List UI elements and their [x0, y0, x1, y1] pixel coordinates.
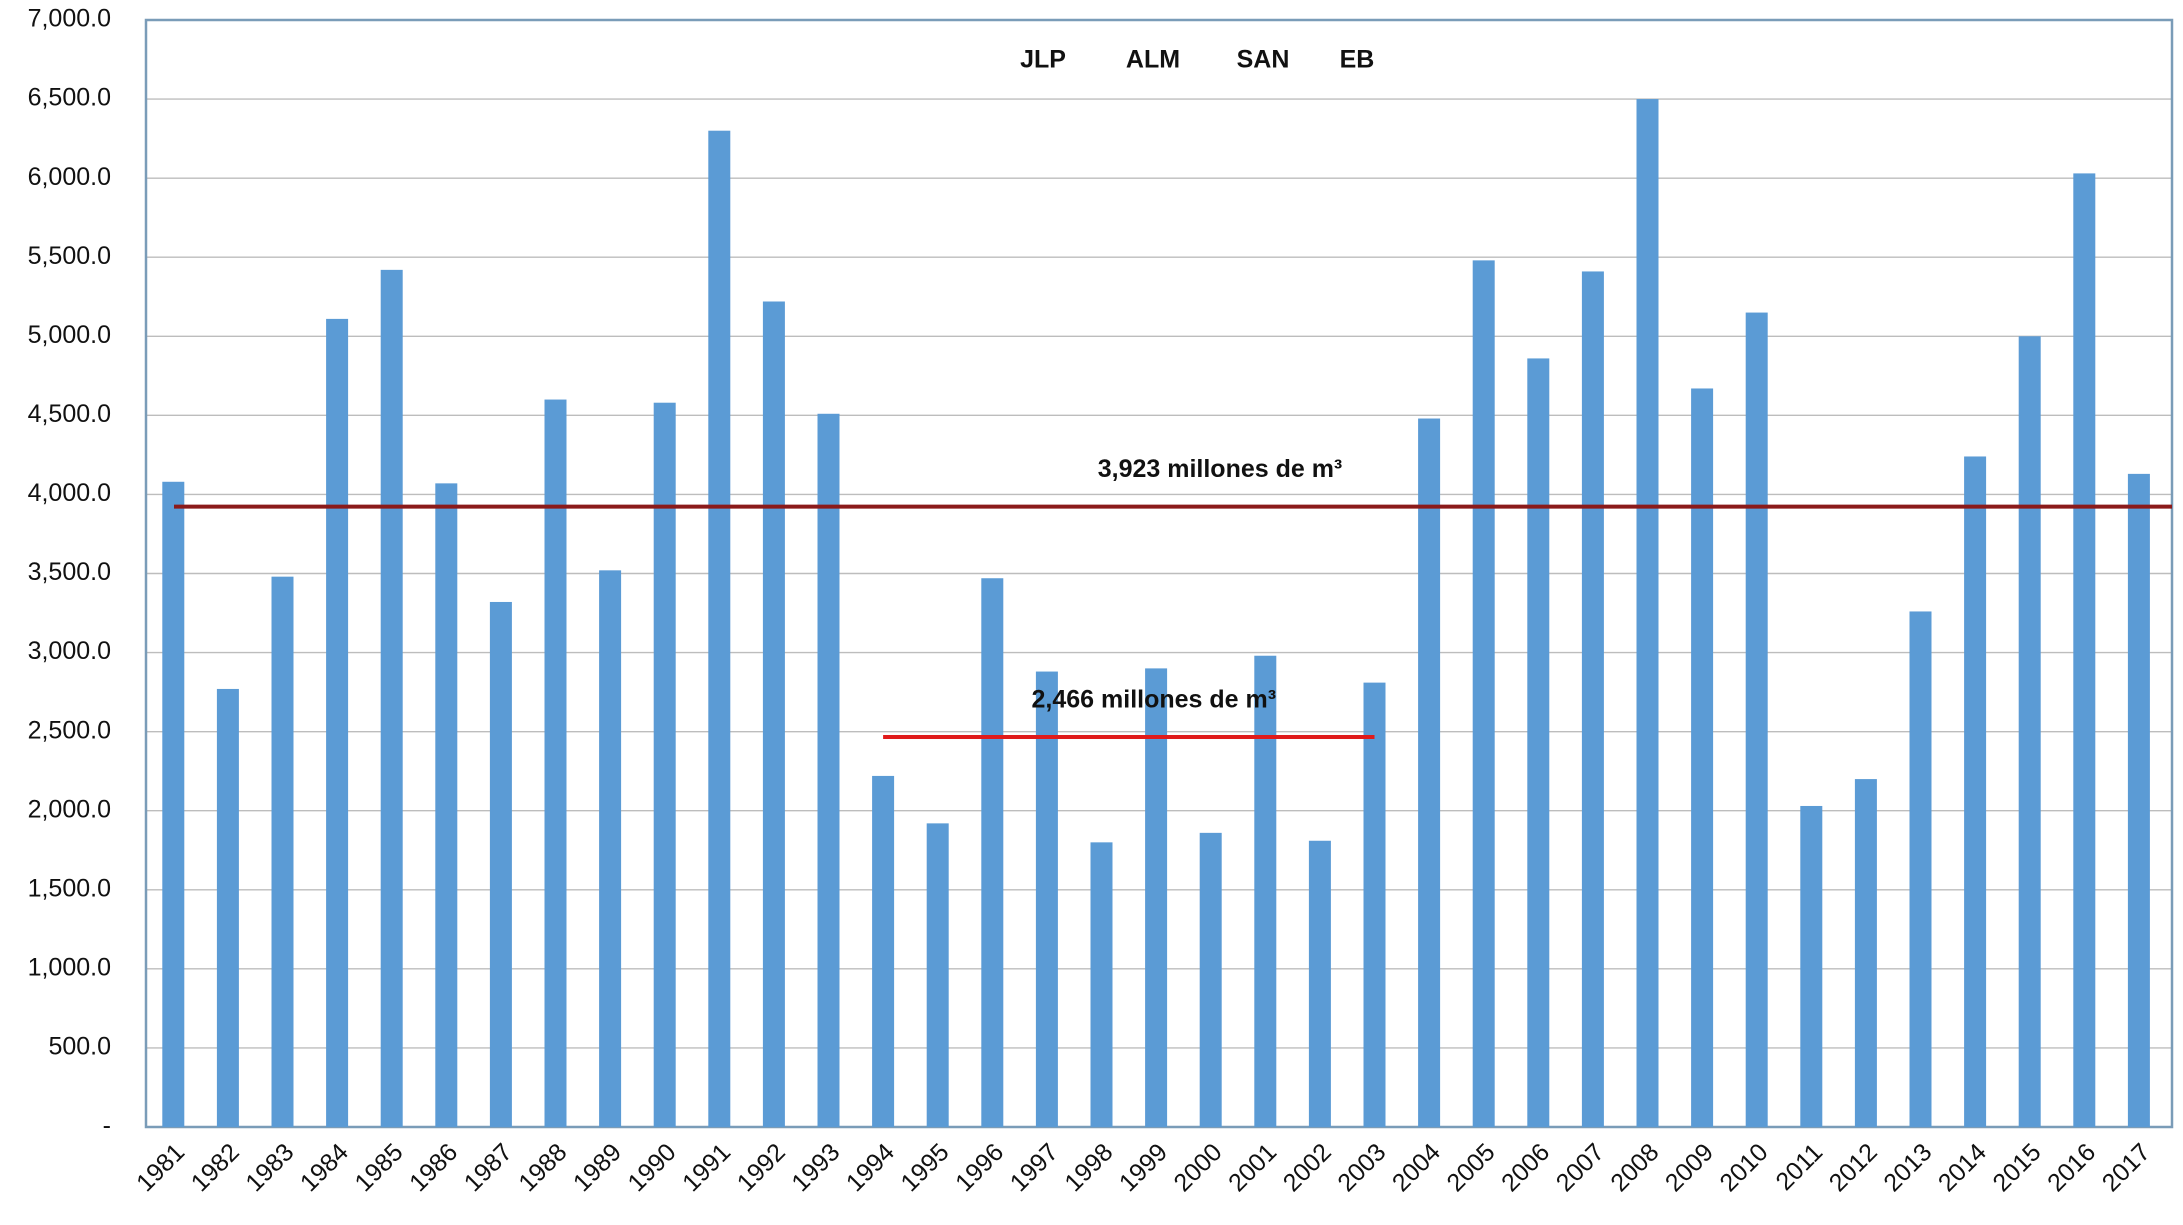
bar	[380, 269, 403, 1127]
y-tick-label: 4,000.0	[28, 479, 111, 507]
bar	[435, 483, 458, 1127]
bar	[1418, 418, 1441, 1127]
reference-label: 2,466 millones de m³	[1032, 686, 1277, 714]
y-tick-label: 1,000.0	[28, 953, 111, 981]
bar	[271, 576, 294, 1127]
y-tick-label: 4,500.0	[28, 400, 111, 428]
bar	[1636, 99, 1659, 1128]
bar	[1363, 682, 1386, 1127]
bar	[326, 318, 349, 1127]
y-tick-label: 7,000.0	[28, 5, 111, 33]
bar	[1745, 312, 1768, 1127]
bar	[981, 578, 1004, 1127]
bar	[1199, 832, 1222, 1127]
bar	[1964, 456, 1987, 1128]
y-tick-label: 5,500.0	[28, 242, 111, 270]
bar	[1145, 668, 1168, 1127]
bar	[1035, 671, 1058, 1127]
y-tick-label: 2,500.0	[28, 716, 111, 744]
chart-title: ALM	[1126, 46, 1180, 74]
bar	[817, 413, 840, 1127]
bar	[489, 601, 512, 1127]
bar	[1581, 271, 1604, 1127]
bar	[1527, 358, 1550, 1127]
bar	[2073, 173, 2096, 1128]
bar	[872, 775, 895, 1127]
bar	[762, 301, 785, 1128]
y-tick-label: 500.0	[48, 1033, 111, 1061]
bar	[653, 402, 676, 1128]
bar	[708, 130, 731, 1127]
y-tick-label: -	[103, 1112, 111, 1140]
chart-title: JLP	[1020, 46, 1066, 74]
bar	[599, 570, 622, 1127]
y-tick-label: 6,500.0	[28, 84, 111, 112]
bar	[926, 823, 949, 1127]
bar	[1800, 805, 1823, 1127]
bar	[216, 688, 239, 1127]
bar	[1090, 842, 1113, 1127]
chart-title: SAN	[1237, 46, 1290, 74]
bar	[1909, 611, 1932, 1127]
y-tick-label: 3,500.0	[28, 558, 111, 586]
bar	[1691, 388, 1714, 1127]
bar	[544, 399, 567, 1127]
y-tick-label: 1,500.0	[28, 874, 111, 902]
bar	[1472, 260, 1495, 1127]
bar	[2018, 336, 2041, 1127]
bar	[1308, 840, 1331, 1127]
reference-label: 3,923 millones de m³	[1098, 455, 1343, 483]
y-tick-label: 2,000.0	[28, 795, 111, 823]
bar	[2127, 473, 2150, 1127]
y-tick-label: 3,000.0	[28, 637, 111, 665]
bar	[1854, 779, 1877, 1127]
y-tick-label: 5,000.0	[28, 321, 111, 349]
bar	[162, 481, 185, 1128]
bar	[1254, 655, 1277, 1127]
chart-title: EB	[1340, 46, 1375, 74]
y-tick-label: 6,000.0	[28, 163, 111, 191]
